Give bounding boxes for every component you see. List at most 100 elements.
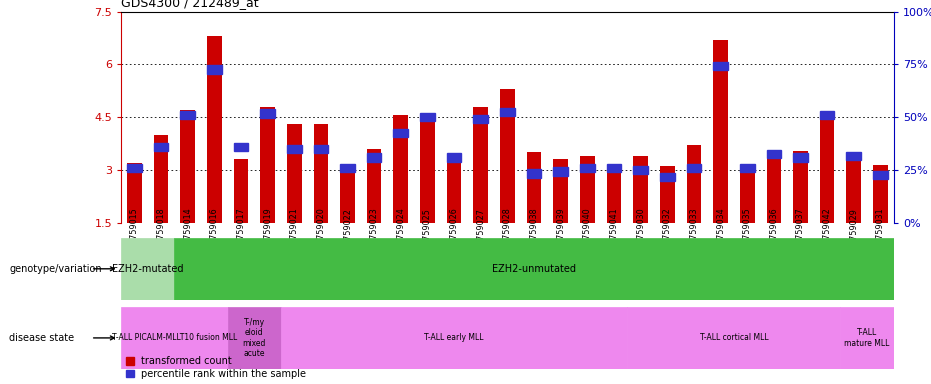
Bar (154, 135, 169, 223)
Text: GSM759030: GSM759030 (636, 208, 645, 257)
Bar (121, 307, 227, 369)
Bar (474, 114, 488, 123)
Legend: transformed count, percentile rank within the sample: transformed count, percentile rank withi… (126, 356, 306, 379)
Text: GSM759021: GSM759021 (290, 208, 299, 257)
Bar (820, 115, 834, 223)
Bar (207, 36, 222, 223)
Bar (627, 307, 841, 369)
Text: GSM759022: GSM759022 (343, 208, 352, 257)
Bar (500, 108, 515, 116)
Bar (394, 115, 408, 223)
Bar (314, 124, 329, 223)
Bar (234, 143, 249, 151)
Bar (580, 164, 595, 172)
Bar (420, 114, 435, 223)
Text: T-ALL
mature MLL: T-ALL mature MLL (844, 328, 890, 348)
Text: GSM759024: GSM759024 (397, 208, 405, 257)
Bar (633, 166, 648, 174)
Bar (793, 151, 808, 223)
Text: GSM759041: GSM759041 (610, 208, 618, 257)
Bar (713, 62, 728, 70)
Bar (873, 171, 888, 179)
Text: genotype/variation: genotype/variation (9, 264, 101, 274)
Bar (420, 113, 435, 121)
Bar (793, 153, 808, 162)
Bar (686, 145, 701, 223)
Bar (633, 156, 648, 223)
Bar (841, 307, 894, 369)
Bar (766, 150, 781, 158)
Text: GSM759039: GSM759039 (556, 208, 565, 257)
Text: GSM759027: GSM759027 (477, 208, 485, 257)
Bar (314, 144, 329, 153)
Text: GSM759018: GSM759018 (156, 208, 166, 257)
Bar (580, 156, 595, 223)
Bar (740, 164, 754, 172)
Text: GSM759035: GSM759035 (743, 208, 751, 257)
Bar (447, 159, 462, 223)
Bar (154, 143, 169, 151)
Text: GSM759033: GSM759033 (690, 208, 698, 257)
Text: GSM759026: GSM759026 (450, 208, 459, 257)
Text: GSM759016: GSM759016 (209, 208, 219, 257)
Bar (766, 151, 781, 223)
Bar (447, 153, 462, 162)
Text: GSM759034: GSM759034 (716, 208, 725, 257)
Bar (261, 107, 275, 223)
Text: GSM759029: GSM759029 (849, 208, 858, 257)
Text: GDS4300 / 212489_at: GDS4300 / 212489_at (121, 0, 259, 9)
Bar (227, 307, 281, 369)
Bar (660, 173, 675, 181)
Text: GSM759025: GSM759025 (423, 208, 432, 257)
Bar (713, 40, 728, 223)
Text: T-ALL early MLL: T-ALL early MLL (425, 333, 484, 343)
Bar (127, 163, 142, 223)
Bar (121, 238, 174, 300)
Bar (820, 111, 834, 119)
Text: GSM759032: GSM759032 (663, 208, 672, 257)
Text: GSM759040: GSM759040 (583, 208, 592, 257)
Bar (207, 65, 222, 74)
Bar (527, 152, 541, 223)
Text: EZH2-mutated: EZH2-mutated (112, 264, 183, 274)
Bar (367, 153, 382, 162)
Text: T-/my
eloid
mixed
acute: T-/my eloid mixed acute (243, 318, 266, 358)
Text: GSM759038: GSM759038 (530, 208, 538, 257)
Bar (261, 109, 275, 118)
Text: GSM759028: GSM759028 (503, 208, 512, 257)
Text: GSM759014: GSM759014 (183, 208, 192, 257)
Bar (234, 159, 249, 223)
Bar (287, 124, 302, 223)
Bar (527, 169, 541, 177)
Text: disease state: disease state (9, 333, 74, 343)
Bar (607, 168, 621, 223)
Text: GSM759015: GSM759015 (129, 208, 139, 257)
Text: GSM759020: GSM759020 (317, 208, 325, 257)
Bar (287, 144, 302, 153)
Bar (281, 307, 627, 369)
Bar (181, 110, 195, 223)
Bar (394, 129, 408, 137)
Text: T-ALL PICALM-MLLT10 fusion MLL: T-ALL PICALM-MLLT10 fusion MLL (112, 333, 237, 343)
Bar (660, 166, 675, 223)
Text: GSM759042: GSM759042 (823, 208, 831, 257)
Bar (367, 149, 382, 223)
Text: GSM759037: GSM759037 (796, 208, 805, 257)
Bar (500, 89, 515, 223)
Bar (607, 164, 621, 172)
Bar (846, 152, 861, 160)
Bar (181, 111, 195, 119)
Bar (340, 172, 355, 223)
Bar (846, 156, 861, 223)
Bar (553, 159, 568, 223)
Bar (474, 107, 488, 223)
Text: T-ALL cortical MLL: T-ALL cortical MLL (699, 333, 768, 343)
Text: GSM759036: GSM759036 (769, 208, 778, 257)
Bar (873, 165, 888, 223)
Bar (686, 164, 701, 172)
Bar (740, 170, 754, 223)
Text: GSM759017: GSM759017 (236, 208, 246, 257)
Bar (340, 164, 355, 172)
Text: GSM759031: GSM759031 (876, 208, 885, 257)
Text: GSM759023: GSM759023 (370, 208, 379, 257)
